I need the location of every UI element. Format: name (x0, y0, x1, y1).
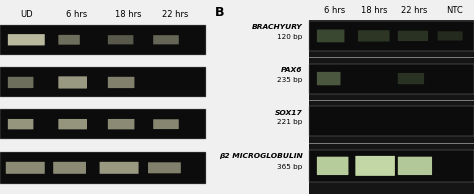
Bar (310, 64, 474, 94)
Bar (310, 150, 474, 182)
FancyBboxPatch shape (53, 162, 86, 174)
Text: 235 bp: 235 bp (277, 77, 303, 83)
Text: 6 hrs: 6 hrs (66, 10, 87, 19)
Text: 22 hrs: 22 hrs (401, 6, 428, 15)
FancyBboxPatch shape (317, 157, 348, 175)
FancyBboxPatch shape (438, 31, 463, 41)
FancyBboxPatch shape (398, 31, 428, 41)
FancyBboxPatch shape (398, 157, 432, 175)
Text: 18 hrs: 18 hrs (115, 10, 141, 19)
Text: 22 hrs: 22 hrs (162, 10, 189, 19)
FancyBboxPatch shape (58, 119, 87, 129)
Text: 221 bp: 221 bp (277, 119, 303, 125)
Text: B: B (215, 6, 225, 19)
FancyBboxPatch shape (153, 119, 179, 129)
FancyBboxPatch shape (317, 29, 345, 42)
Bar (0, 152, 206, 184)
FancyBboxPatch shape (153, 35, 179, 44)
FancyBboxPatch shape (108, 119, 135, 129)
Text: 18 hrs: 18 hrs (361, 6, 388, 15)
Text: UD: UD (20, 10, 33, 19)
Text: β2 MICROGLOBULIN: β2 MICROGLOBULIN (219, 153, 303, 159)
FancyBboxPatch shape (58, 35, 80, 45)
Bar (0, 109, 206, 139)
Bar (0, 25, 206, 55)
FancyBboxPatch shape (8, 119, 33, 129)
Text: NTC: NTC (446, 6, 463, 15)
FancyBboxPatch shape (398, 73, 424, 84)
Bar (310, 21, 474, 51)
Text: PAX6: PAX6 (281, 67, 303, 73)
Text: BRACHYURY: BRACHYURY (252, 24, 303, 30)
Text: 6 hrs: 6 hrs (324, 6, 345, 15)
Bar (310, 106, 474, 136)
FancyBboxPatch shape (100, 162, 138, 174)
FancyBboxPatch shape (6, 162, 45, 174)
FancyBboxPatch shape (8, 77, 33, 88)
FancyBboxPatch shape (317, 72, 340, 85)
FancyBboxPatch shape (58, 76, 87, 88)
Text: SOX17: SOX17 (275, 110, 303, 116)
FancyBboxPatch shape (108, 77, 135, 88)
Text: 365 bp: 365 bp (277, 164, 303, 170)
Text: 120 bp: 120 bp (277, 34, 303, 40)
Bar (310, 20, 474, 194)
FancyBboxPatch shape (8, 34, 45, 45)
FancyBboxPatch shape (356, 156, 395, 176)
FancyBboxPatch shape (358, 30, 390, 42)
FancyBboxPatch shape (108, 35, 133, 44)
FancyBboxPatch shape (148, 162, 181, 173)
Bar (0, 68, 206, 98)
